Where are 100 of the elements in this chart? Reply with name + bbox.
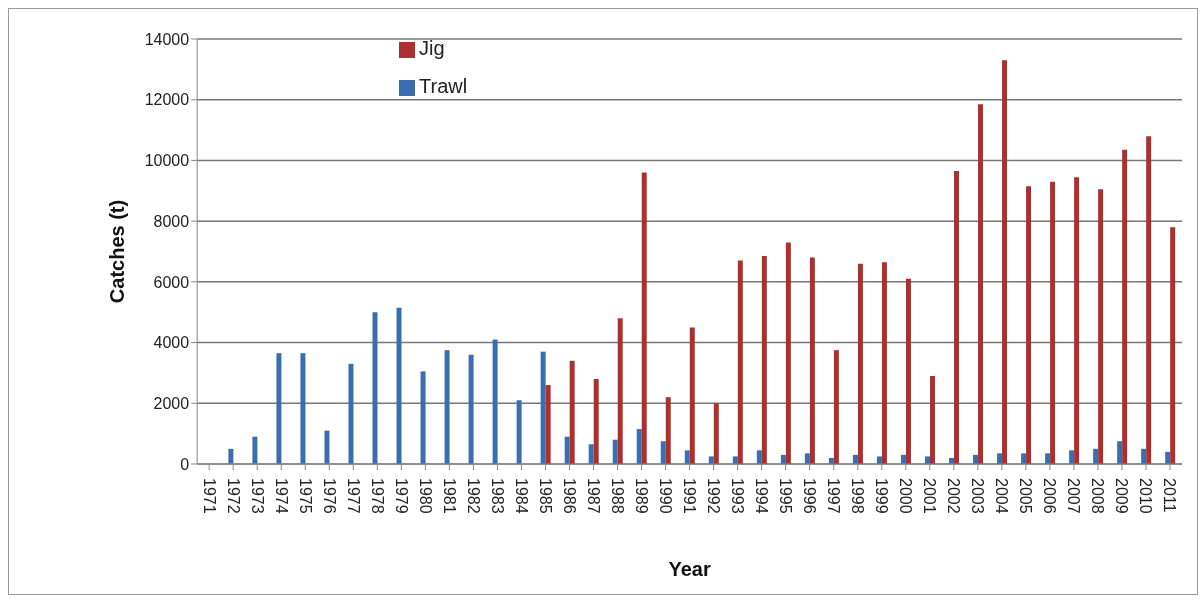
- x-tick-label: 1981: [440, 478, 458, 514]
- x-tick-label: 1976: [320, 478, 338, 514]
- x-tick-label: 1997: [825, 478, 843, 514]
- bar: [905, 278, 911, 464]
- y-tick-label: 0: [180, 455, 190, 473]
- y-tick-label: 12000: [144, 91, 190, 109]
- x-tick-label: 1982: [464, 478, 482, 514]
- x-tick-label: 1973: [248, 478, 266, 514]
- x-tick-label: 1989: [632, 478, 650, 514]
- bar: [324, 430, 330, 464]
- bar: [636, 429, 642, 464]
- bar: [876, 456, 882, 464]
- bar: [1021, 453, 1027, 464]
- bar: [252, 436, 258, 464]
- x-tick-label: 2005: [1017, 478, 1035, 514]
- x-tick-label: 2001: [921, 478, 939, 514]
- x-tick-label: 1980: [416, 478, 434, 514]
- x-tick-label: 1985: [536, 478, 554, 514]
- x-tick-label: 1975: [296, 478, 314, 514]
- x-tick-label: 1974: [272, 478, 290, 514]
- bar: [641, 172, 647, 464]
- x-tick-label: 2011: [1161, 478, 1179, 513]
- x-tick-label: 1999: [873, 478, 891, 514]
- bar: [804, 453, 810, 464]
- bar: [396, 307, 402, 464]
- x-tick-label: 1988: [608, 478, 626, 514]
- x-tick-label: 1983: [488, 478, 506, 514]
- x-tick-label: 1991: [680, 478, 698, 514]
- x-tick-label: 1992: [705, 478, 722, 514]
- bar: [612, 439, 618, 464]
- bar: [564, 436, 570, 464]
- x-tick-label: 1995: [777, 478, 795, 514]
- bar: [924, 456, 930, 464]
- y-tick-label: 8000: [153, 212, 190, 230]
- x-tick-label: 1986: [560, 478, 578, 514]
- bar: [569, 360, 575, 464]
- bar: [593, 379, 599, 464]
- bar: [1002, 60, 1008, 464]
- x-tick-label: 2009: [1113, 478, 1131, 514]
- x-tick-label: 2007: [1065, 478, 1083, 514]
- bar: [684, 450, 690, 464]
- x-tick-label: 2010: [1137, 478, 1155, 514]
- bar: [1050, 181, 1056, 464]
- x-tick-label: 2002: [945, 478, 963, 514]
- bar: [660, 441, 666, 464]
- bar: [833, 350, 839, 464]
- bar: [617, 318, 623, 464]
- bar: [300, 353, 306, 464]
- y-axis-title: Catches (t): [106, 199, 129, 304]
- bar: [761, 256, 767, 464]
- bar: [1146, 136, 1152, 464]
- bar: [1165, 451, 1171, 464]
- y-tick-label: 4000: [153, 334, 190, 352]
- y-tick-label: 2000: [153, 394, 190, 412]
- bar: [516, 400, 522, 464]
- bar: [737, 260, 743, 464]
- bar: [997, 453, 1003, 464]
- bar: [276, 353, 282, 464]
- bar: [756, 450, 762, 464]
- bar: [1074, 177, 1080, 464]
- x-axis-title: Year: [668, 558, 711, 580]
- bar: [929, 375, 935, 464]
- bar: [348, 363, 354, 464]
- bar: [1117, 441, 1123, 464]
- x-tick-label: 2000: [897, 478, 915, 514]
- x-tick-label: 1972: [224, 478, 242, 514]
- bar: [1170, 227, 1176, 464]
- bar: [665, 397, 671, 464]
- bar: [540, 351, 546, 464]
- y-tick-label: 14000: [144, 30, 190, 48]
- bar: [1069, 450, 1075, 464]
- bar: [228, 448, 234, 464]
- x-tick-label: 1984: [512, 478, 530, 514]
- x-tick-label: 2003: [969, 478, 987, 514]
- legend-label: Jig: [419, 37, 445, 59]
- x-tick-label: 1990: [656, 478, 674, 514]
- legend-label: Trawl: [419, 75, 468, 97]
- bar: [468, 354, 474, 464]
- bar: [1122, 149, 1128, 464]
- x-tick-label: 2004: [993, 478, 1011, 514]
- bar: [954, 171, 959, 464]
- x-tick-label: 1971: [200, 478, 218, 514]
- x-tick-label: 1978: [368, 478, 386, 514]
- x-tick-label: 1998: [849, 478, 867, 514]
- bar: [1045, 453, 1051, 464]
- x-tick-label: 1979: [392, 478, 410, 514]
- x-tick-label: 2006: [1041, 478, 1059, 514]
- x-tick-label: 2008: [1089, 478, 1107, 514]
- x-tick-label: 1996: [801, 478, 819, 514]
- y-tick-label: 10000: [144, 152, 190, 170]
- bar: [713, 403, 719, 464]
- x-tick-label: 1987: [584, 478, 602, 514]
- x-tick-label: 1993: [729, 478, 747, 514]
- bar: [1093, 448, 1099, 464]
- bar: [588, 444, 594, 464]
- bar: [881, 262, 887, 464]
- bar: [420, 371, 426, 464]
- bar: [732, 456, 738, 464]
- bar: [978, 104, 984, 464]
- bar: [492, 339, 498, 464]
